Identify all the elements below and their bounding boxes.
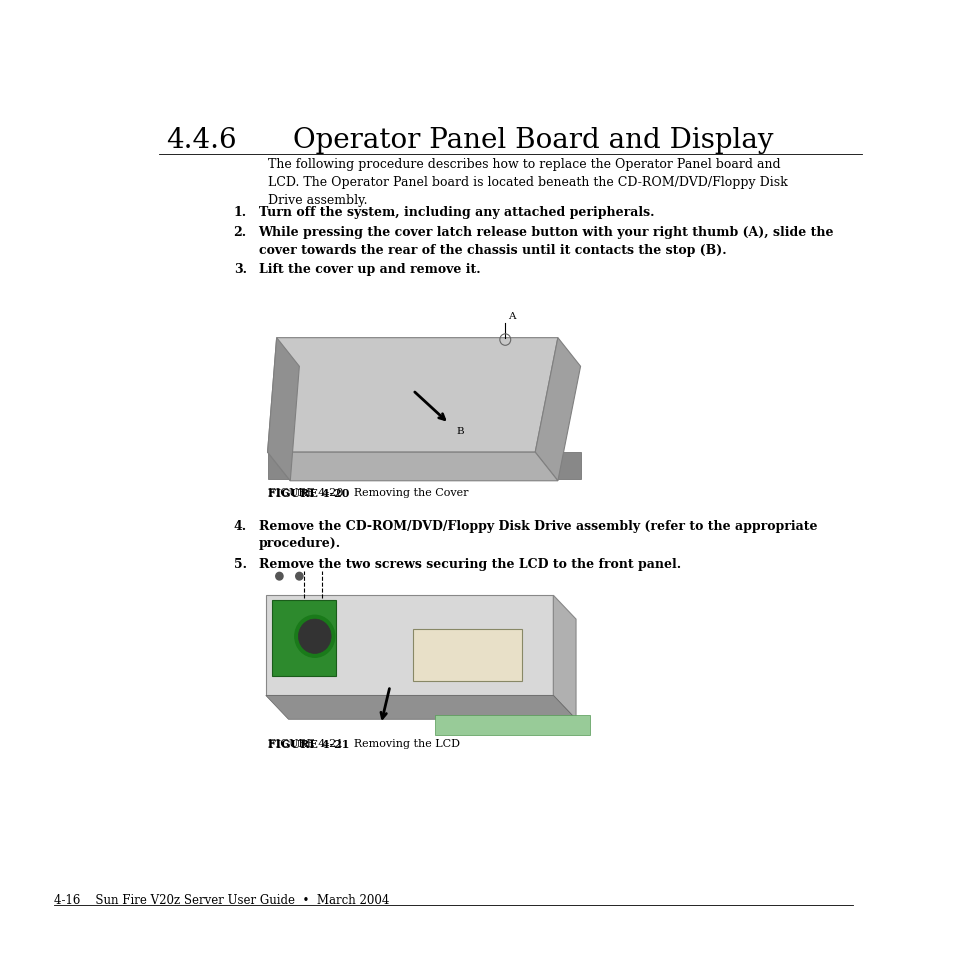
- Polygon shape: [266, 696, 576, 720]
- Circle shape: [295, 573, 303, 580]
- Text: FIGURE 4-20   Removing the Cover: FIGURE 4-20 Removing the Cover: [268, 488, 468, 497]
- Text: While pressing the cover latch release button with your right thumb (A), slide t: While pressing the cover latch release b…: [258, 226, 833, 256]
- Polygon shape: [413, 629, 521, 681]
- Text: 5.: 5.: [233, 558, 247, 571]
- Polygon shape: [435, 715, 589, 736]
- Polygon shape: [272, 600, 335, 677]
- Polygon shape: [268, 453, 580, 479]
- Polygon shape: [535, 338, 580, 481]
- Text: 3.: 3.: [233, 263, 247, 276]
- Circle shape: [294, 616, 335, 658]
- Circle shape: [298, 619, 331, 654]
- Text: The following procedure describes how to replace the Operator Panel board and
LC: The following procedure describes how to…: [268, 158, 786, 207]
- Text: 4.4.6: 4.4.6: [166, 127, 236, 153]
- Polygon shape: [553, 596, 576, 720]
- Text: FIGURE 4-21: FIGURE 4-21: [268, 739, 349, 750]
- Text: Remove the two screws securing the LCD to the front panel.: Remove the two screws securing the LCD t…: [258, 558, 679, 571]
- Text: Lift the cover up and remove it.: Lift the cover up and remove it.: [258, 263, 479, 276]
- Text: Turn off the system, including any attached peripherals.: Turn off the system, including any attac…: [258, 206, 654, 219]
- Polygon shape: [268, 453, 558, 481]
- Text: Remove the CD-ROM/DVD/Floppy Disk Drive assembly (refer to the appropriate
proce: Remove the CD-ROM/DVD/Floppy Disk Drive …: [258, 519, 816, 550]
- Polygon shape: [266, 596, 553, 696]
- Text: 1.: 1.: [233, 206, 247, 219]
- Text: 2.: 2.: [233, 226, 247, 239]
- Text: 4.: 4.: [233, 519, 247, 533]
- Text: A: A: [507, 313, 515, 321]
- Text: B: B: [456, 426, 463, 436]
- Text: FIGURE 4-21   Removing the LCD: FIGURE 4-21 Removing the LCD: [268, 739, 459, 748]
- Text: 4-16    Sun Fire V20z Server User Guide  •  March 2004: 4-16 Sun Fire V20z Server User Guide • M…: [54, 893, 390, 906]
- Text: Operator Panel Board and Display: Operator Panel Board and Display: [293, 127, 773, 153]
- Polygon shape: [268, 338, 299, 481]
- Polygon shape: [268, 338, 558, 453]
- Circle shape: [275, 573, 283, 580]
- Text: FIGURE 4-20: FIGURE 4-20: [268, 488, 349, 499]
